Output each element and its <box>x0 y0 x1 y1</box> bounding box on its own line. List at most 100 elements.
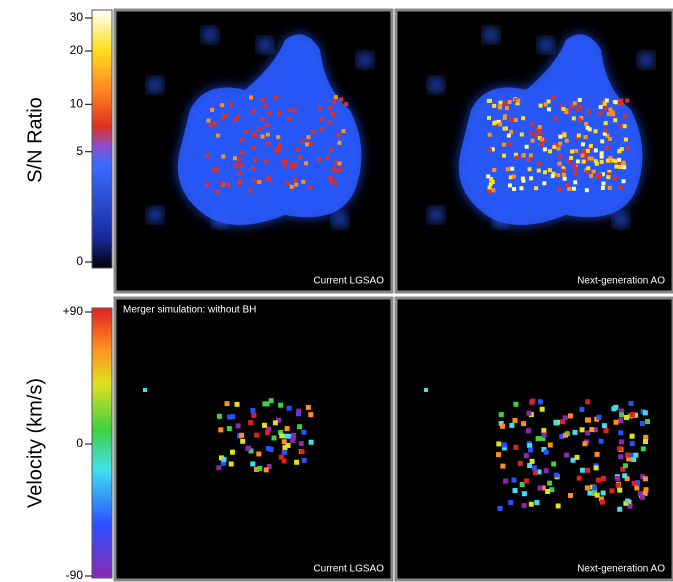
pixel <box>523 453 529 459</box>
pixel <box>562 176 567 181</box>
pixel <box>299 449 305 455</box>
pixel <box>551 95 556 100</box>
pixel <box>534 186 539 191</box>
pixel <box>284 433 290 439</box>
pixel <box>239 138 244 143</box>
pixel <box>492 167 497 172</box>
pixel <box>234 401 240 407</box>
pixel <box>513 444 519 450</box>
pixel <box>623 137 628 142</box>
pixel <box>553 116 558 121</box>
pixel <box>341 128 346 133</box>
pixel <box>579 406 585 412</box>
pixel <box>521 153 526 158</box>
knot <box>258 38 272 52</box>
pixel <box>619 124 624 129</box>
pixel <box>143 388 147 392</box>
pixel <box>529 458 535 464</box>
pixel <box>526 157 531 162</box>
pixel <box>510 117 515 122</box>
pixel <box>509 129 514 134</box>
pixel <box>642 490 648 496</box>
pixel <box>540 435 546 441</box>
pixel <box>333 95 338 100</box>
pixel <box>496 452 502 458</box>
pixel <box>328 179 333 184</box>
pixel <box>599 159 604 164</box>
pixel <box>573 180 578 185</box>
tick-label: 10 <box>70 96 84 110</box>
pixel <box>614 100 619 105</box>
pixel <box>560 104 565 109</box>
pixel <box>510 166 515 171</box>
knot <box>639 53 653 67</box>
panel-label: Next-generation AO <box>577 564 665 575</box>
pixel <box>587 146 592 151</box>
knot <box>614 213 628 227</box>
pixel <box>575 135 580 140</box>
pixel <box>205 182 210 187</box>
pixel <box>278 402 284 408</box>
pixel <box>236 114 241 119</box>
pixel <box>542 181 547 186</box>
pixel <box>601 181 606 186</box>
pixel <box>233 163 238 168</box>
pixel <box>617 446 623 452</box>
pixel <box>569 155 574 160</box>
pixel <box>557 187 562 192</box>
pixel <box>586 109 591 114</box>
pixel <box>300 139 305 144</box>
pixel <box>338 167 343 172</box>
pixel <box>629 441 635 447</box>
pixel <box>594 161 599 166</box>
pixel <box>237 171 242 176</box>
pixel <box>574 172 579 177</box>
pixel <box>585 417 591 423</box>
pixel <box>210 107 215 112</box>
pixel <box>577 97 582 102</box>
pixel <box>581 159 586 164</box>
pixel <box>627 503 633 509</box>
pixel <box>551 171 556 176</box>
pixel <box>543 102 548 107</box>
pixel <box>488 148 493 153</box>
pixel <box>515 101 520 106</box>
knot <box>148 208 162 222</box>
pixel <box>330 111 335 116</box>
pixel <box>257 179 262 184</box>
pixel <box>228 102 233 107</box>
pixel <box>257 465 263 471</box>
pixel <box>252 178 257 183</box>
pixel <box>594 492 600 498</box>
pixel <box>589 173 594 178</box>
pixel <box>608 156 613 161</box>
pixel <box>543 449 549 455</box>
pixel <box>566 159 571 164</box>
pixel <box>603 128 608 133</box>
pixel <box>553 419 559 425</box>
pixel <box>540 485 546 491</box>
pixel <box>501 445 507 451</box>
pixel <box>596 414 602 420</box>
pixel <box>308 185 313 190</box>
pixel <box>254 432 260 438</box>
pixel <box>626 456 632 462</box>
pixel <box>621 160 626 165</box>
pixel <box>253 158 258 163</box>
pixel <box>250 461 256 467</box>
pixel <box>621 179 626 184</box>
pixel <box>580 153 585 158</box>
pixel <box>586 166 591 171</box>
pixel <box>585 430 591 436</box>
pixel <box>492 103 497 108</box>
pixel <box>238 178 243 183</box>
pixel <box>539 406 545 412</box>
pixel <box>605 133 610 138</box>
pixel <box>572 163 577 168</box>
pixel <box>232 156 237 161</box>
pixel <box>240 438 246 444</box>
pixel <box>512 187 517 192</box>
pixel <box>592 485 598 491</box>
pixel <box>618 454 624 460</box>
pixel <box>600 139 605 144</box>
